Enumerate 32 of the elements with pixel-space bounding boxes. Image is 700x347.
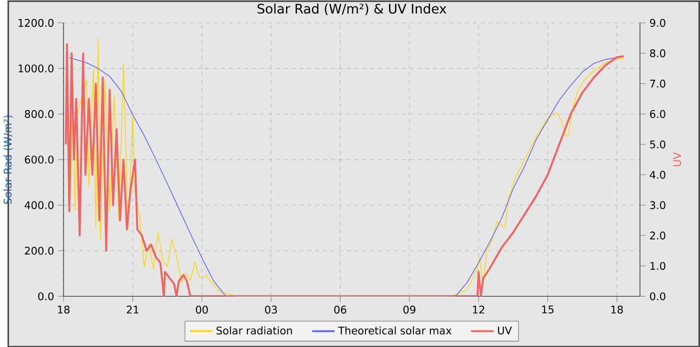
x-tick-label: 15 [542,305,554,314]
y2-tick-label: 1.0 [650,262,666,270]
y2-tick-label: 7.0 [650,79,666,88]
chart-title: Solar Rad (W/m²) & UV Index [258,3,446,15]
y2-tick-label: 8.0 [650,49,666,58]
y-tick-label: 400.0 [24,200,54,209]
y2-axis-title: UV [673,152,682,166]
x-tick-label: 06 [334,305,346,314]
y2-tick-label: 9.0 [650,18,666,27]
x-tick-label: 18 [58,305,70,314]
y2-tick-label: 6.0 [650,110,666,118]
y2-tick-label: 0.0 [650,292,666,300]
legend-label: Theoretical solar max [338,326,452,334]
y-tick-label: 1200.0 [18,18,54,27]
y2-tick-label: 3.0 [650,200,666,209]
x-tick-label: 03 [265,305,277,314]
y-tick-label: 1000.0 [18,64,54,72]
y-axis-title: Solar Rad (W/m²) [4,115,13,204]
x-tick-label: 18 [611,305,623,314]
x-tick-label: 00 [196,305,208,314]
y2-tick-label: 4.0 [650,170,666,179]
x-tick-label: 09 [403,305,416,314]
y-tick-label: 800.0 [24,110,54,118]
x-tick-label: 12 [473,305,484,314]
y-tick-label: 200.0 [24,246,54,254]
x-tick-label: 21 [126,305,138,314]
y-tick-label: 0.0 [38,292,54,300]
legend-label: Solar radiation [216,326,292,334]
y2-tick-label: 2.0 [650,231,666,240]
y-tick-label: 600.0 [24,155,54,164]
y2-tick-label: 5.0 [650,140,666,148]
legend-label: UV [498,326,512,334]
